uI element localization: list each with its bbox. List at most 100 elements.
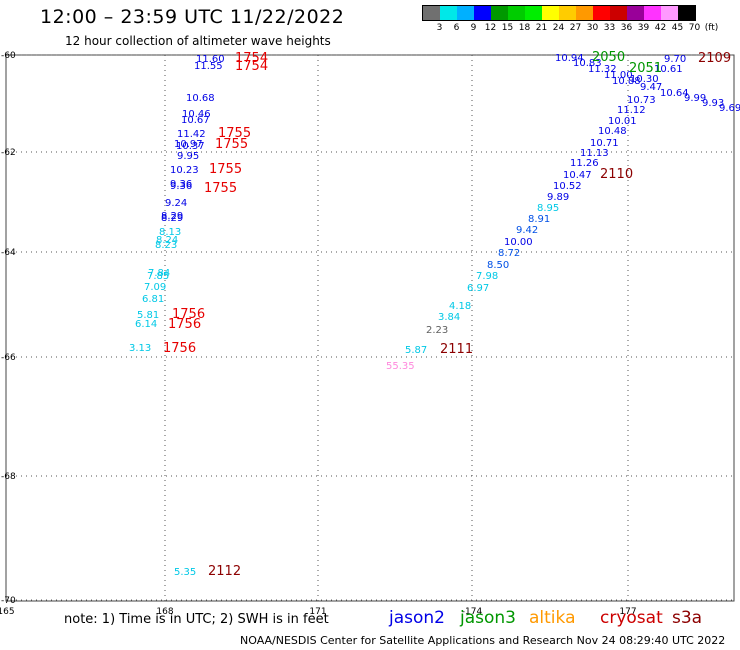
swh-value: 4.18 (449, 301, 471, 312)
longitude-label: 165 (0, 607, 15, 617)
swh-value: 8.95 (537, 203, 559, 214)
legend-swatch (627, 6, 644, 20)
swh-value: 9.89 (547, 192, 569, 203)
swh-value: 10.71 (590, 138, 619, 149)
satellite-s3a: s3a (672, 608, 703, 628)
swh-value: 10.68 (186, 93, 215, 104)
legend-label: 42 (654, 23, 667, 33)
swh-value: 11.60 (196, 54, 225, 65)
swh-value: 10.30 (630, 74, 659, 85)
satellite-jason3: jason3 (460, 608, 516, 628)
swh-value: 10.48 (598, 126, 627, 137)
swh-value: 10.00 (504, 237, 533, 248)
swh-value: 10.01 (608, 116, 637, 127)
pass-time-label: 2051 (629, 61, 662, 76)
swh-value: 7.84 (148, 268, 170, 279)
swh-value: 6.14 (135, 319, 157, 330)
legend-label: 36 (620, 23, 633, 33)
latitude-label: -62 (1, 148, 16, 158)
longitude-label: -174 (462, 607, 483, 617)
legend-label: 15 (501, 23, 514, 33)
swh-value: 10.64 (660, 88, 689, 99)
legend-swatch (610, 6, 627, 20)
page-subtitle: 12 hour collection of altimeter wave hei… (65, 34, 331, 48)
swh-value: 11.42 (177, 129, 206, 140)
pass-time-label: 1756 (168, 317, 201, 332)
swh-value: 6.81 (142, 294, 164, 305)
swh-value: 2.23 (426, 325, 448, 336)
swh-value: 10.94 (555, 53, 584, 64)
credit-line: NOAA/NESDIS Center for Satellite Applica… (240, 634, 726, 647)
swh-value: 9.42 (516, 225, 538, 236)
latitude-label: -66 (1, 353, 16, 363)
swh-value: 8.13 (159, 227, 181, 238)
latitude-label: -64 (1, 248, 16, 258)
pass-time-label: 1756 (163, 341, 196, 356)
legend-swatch (525, 6, 542, 20)
swh-value: 8.29 (161, 213, 183, 224)
swh-value: 10.52 (553, 181, 582, 192)
satellite-altika: altika (529, 608, 576, 628)
satellite-jason2: jason2 (389, 608, 445, 628)
swh-value: 9.69 (719, 103, 740, 114)
longitude-label: 168 (156, 607, 173, 617)
legend-label: 27 (569, 23, 582, 33)
swh-value: 8.29 (161, 211, 183, 222)
swh-value: 3.13 (129, 343, 151, 354)
pass-time-label: 2109 (698, 51, 731, 66)
swh-value: 8.24 (156, 235, 178, 246)
legend-swatch (440, 6, 457, 20)
color-legend: 3 6 9 12 15 18 21 24 27 30 33 36 39 42 45 70 (ft) (422, 5, 718, 35)
latitude-label: -60 (1, 51, 16, 61)
legend-label: 30 (586, 23, 599, 33)
legend-label: 70 (688, 23, 701, 33)
footnote: note: 1) Time is in UTC; 2) SWH is in fe… (64, 612, 329, 627)
swh-value: 9.93 (702, 98, 724, 109)
pass-time-label: 1755 (215, 137, 248, 152)
swh-value: 10.97 (174, 139, 203, 150)
swh-value: 10.88 (612, 76, 641, 87)
swh-value: 8.23 (155, 240, 177, 251)
swh-value: 10.46 (182, 109, 211, 120)
swh-value: 10.73 (627, 95, 656, 106)
longitude-label: 171 (309, 607, 326, 617)
legend-label: 45 (671, 23, 684, 33)
swh-value: 10.23 (170, 165, 199, 176)
swh-value: 11.00 (604, 70, 633, 81)
legend-swatch (542, 6, 559, 20)
swh-value: 5.81 (137, 310, 159, 321)
longitude-label: 177 (619, 607, 636, 617)
swh-value: 9.95 (177, 151, 199, 162)
swh-value: 5.87 (405, 345, 427, 356)
legend-label: 6 (453, 23, 460, 33)
legend-swatch (559, 6, 576, 20)
swh-value: 9.47 (640, 82, 662, 93)
latitude-label: -68 (1, 472, 16, 482)
legend-label: 9 (470, 23, 477, 33)
swh-value: 8.50 (487, 260, 509, 271)
legend-swatch (457, 6, 474, 20)
latitude-label: -70 (1, 596, 16, 606)
legend-label: 39 (637, 23, 650, 33)
legend-label: 33 (603, 23, 616, 33)
pass-time-label: 2112 (208, 564, 241, 579)
legend-label: 24 (552, 23, 565, 33)
swh-value: 11.12 (617, 105, 646, 116)
pass-time-label: 1755 (218, 126, 251, 141)
legend-label: 3 (436, 23, 443, 33)
pass-time-label: 1754 (235, 59, 268, 74)
page-title: 12:00 – 23:59 UTC 11/22/2022 (40, 6, 345, 28)
swh-value: 8.72 (498, 248, 520, 259)
swh-value: 10.37 (176, 141, 205, 152)
swh-value: 10.67 (181, 115, 210, 126)
swh-value: 7.98 (476, 271, 498, 282)
swh-value: 6.97 (467, 283, 489, 294)
pass-time-label: 2050 (592, 50, 625, 65)
swh-value: 10.61 (654, 64, 683, 75)
pass-time-label: 1755 (204, 181, 237, 196)
swh-value: 9.24 (165, 198, 187, 209)
swh-value: 9.36 (170, 181, 192, 192)
legend-label: 21 (535, 23, 548, 33)
swh-value: 11.55 (194, 61, 223, 72)
